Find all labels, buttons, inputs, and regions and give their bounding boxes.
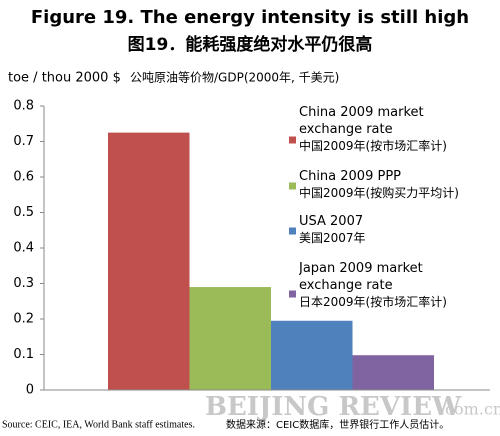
y-tick-label: 0.1 xyxy=(13,347,34,362)
y-tick-label: 0.4 xyxy=(13,241,34,256)
chart-subtitle: 图19．能耗强度绝对水平仍很高 xyxy=(128,34,373,55)
legend-label: Japan 2009 market exchange rate xyxy=(299,261,423,293)
y-tick-label: 0.2 xyxy=(13,312,34,327)
bar xyxy=(108,132,190,390)
y-tick-label: 0.3 xyxy=(13,276,34,291)
legend-text: Japan 2009 market exchange rate 日本2009年(按… xyxy=(299,260,499,311)
y-axis-label: toe / thou 2000 $ xyxy=(8,71,121,86)
legend-text: China 2009 PPP 中国2009年(按购买力平均计) xyxy=(299,168,499,202)
legend-label: China 2009 market exchange rate xyxy=(299,105,424,137)
legend-label-cn: 中国2009年(按市场汇率计) xyxy=(299,139,447,153)
legend-label: China 2009 PPP xyxy=(299,169,402,184)
legend-entry: Japan 2009 market exchange rate 日本2009年(按… xyxy=(299,260,499,311)
legend-entry: China 2009 market exchange rate 中国2009年(按… xyxy=(299,104,499,155)
chart-title: Figure 19. The energy intensity is still… xyxy=(31,7,469,28)
legend-swatch xyxy=(289,227,296,235)
y-tick-label: 0 xyxy=(26,383,34,398)
watermark-domain: .com.cn xyxy=(440,400,500,419)
legend-text: USA 2007 美国2007年 xyxy=(299,213,499,247)
y-tick-label: 0.7 xyxy=(13,134,34,149)
legend-swatch xyxy=(289,136,296,144)
legend-label: USA 2007 xyxy=(299,214,364,229)
bar xyxy=(352,355,434,390)
bar xyxy=(189,287,271,390)
source-cn: 数据来源：CEIC数据库，世界银行工作人员估计。 xyxy=(226,418,449,431)
legend-entry: USA 2007 美国2007年 xyxy=(299,213,499,247)
bar xyxy=(271,320,353,390)
source: Source: CEIC, IEA, World Bank staff esti… xyxy=(2,419,195,430)
legend-label-cn: 美国2007年 xyxy=(299,231,366,245)
y-axis-label-cn: 公吨原油等价物/GDP(2000年, 千美元) xyxy=(130,71,339,85)
y-tick-label: 0.8 xyxy=(13,99,34,114)
legend-swatch xyxy=(289,290,296,298)
legend-text: China 2009 market exchange rate 中国2009年(按… xyxy=(299,104,499,155)
watermark: BEIJING REVIEW xyxy=(205,392,462,422)
legend-label-cn: 日本2009年(按市场汇率计) xyxy=(299,295,447,309)
y-tick-label: 0.6 xyxy=(13,170,34,185)
legend-swatch xyxy=(289,182,296,190)
legend-entry: China 2009 PPP 中国2009年(按购买力平均计) xyxy=(299,168,499,202)
y-tick-label: 0.5 xyxy=(13,205,34,220)
legend-label-cn: 中国2009年(按购买力平均计) xyxy=(299,186,459,200)
